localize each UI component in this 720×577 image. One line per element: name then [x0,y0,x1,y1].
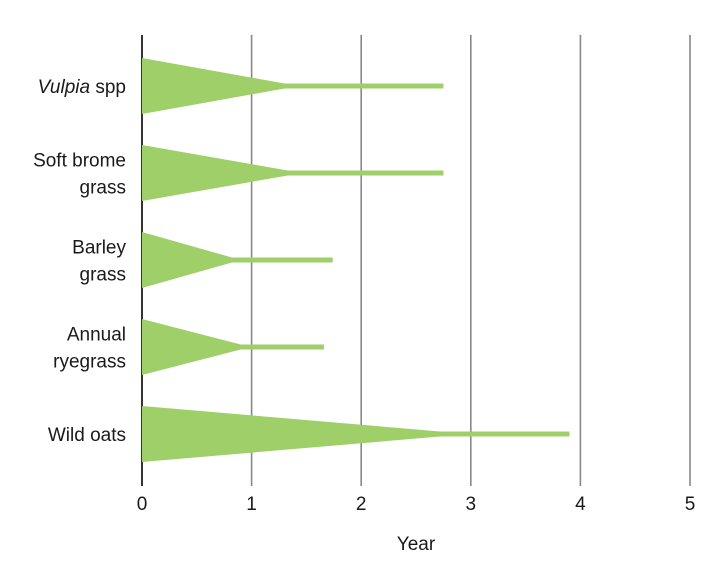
category-label: Vulpia spp [38,77,126,98]
range-line-mark [239,344,324,350]
category-label-part: spp [90,77,126,98]
range-line-mark [439,431,570,437]
x-tick-label: 1 [246,494,257,515]
x-tick-label: 4 [575,494,586,515]
taper-mark [142,406,441,462]
category-label: Barley [72,238,126,259]
range-line-mark [286,170,444,176]
x-axis-title: Year [397,534,436,555]
range-line-mark [230,257,333,263]
taper-mark [142,145,288,201]
x-tick-label: 5 [685,494,696,515]
category-label: Soft brome [33,151,126,172]
x-axis: 0 1 2 3 4 5 [137,494,696,515]
category-label: Wild oats [48,425,126,446]
x-tick-label: 2 [356,494,367,515]
taper-mark [142,232,232,288]
x-tick-label: 3 [466,494,477,515]
category-label: grass [80,178,126,199]
category-label: grass [80,265,126,286]
range-line-mark [283,83,444,89]
chart-marks [142,58,570,462]
x-tick-label: 0 [137,494,148,515]
taper-mark [142,58,285,114]
category-label: ryegrass [53,352,126,373]
category-label-part: Vulpia [38,77,90,98]
taper-mark [142,319,241,375]
category-label: Annual [67,325,126,346]
category-labels: Vulpia spp Soft brome grass Barley grass Annu… [33,77,126,446]
